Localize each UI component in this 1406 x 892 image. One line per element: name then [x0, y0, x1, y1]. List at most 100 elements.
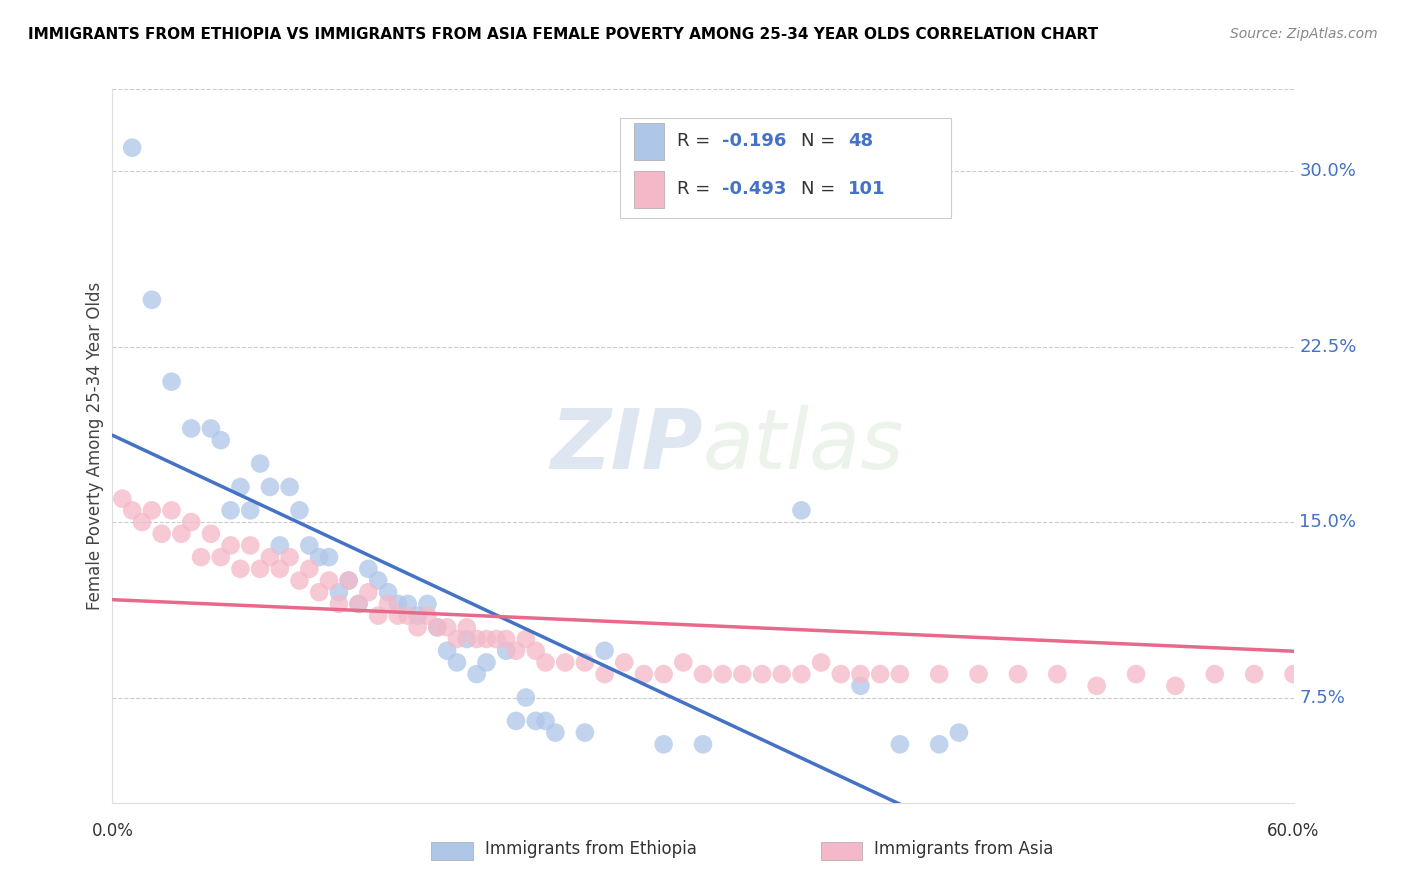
Point: [770, 667, 793, 681]
Point: [288, 574, 311, 588]
Point: [849, 667, 872, 681]
Point: [337, 574, 360, 588]
Point: [387, 597, 409, 611]
Point: [574, 656, 596, 670]
Point: [347, 597, 370, 611]
Point: [544, 725, 567, 739]
Point: [160, 375, 183, 389]
Point: [1046, 667, 1069, 681]
Point: [406, 620, 429, 634]
Text: N =: N =: [801, 132, 841, 150]
Text: IMMIGRANTS FROM ETHIOPIA VS IMMIGRANTS FROM ASIA FEMALE POVERTY AMONG 25-34 YEAR: IMMIGRANTS FROM ETHIOPIA VS IMMIGRANTS F…: [28, 27, 1098, 42]
Point: [141, 503, 163, 517]
Point: [554, 656, 576, 670]
Text: Immigrants from Asia: Immigrants from Asia: [875, 840, 1053, 858]
Text: 48: 48: [848, 132, 873, 150]
Y-axis label: Female Poverty Among 25-34 Year Olds: Female Poverty Among 25-34 Year Olds: [86, 282, 104, 610]
Point: [170, 526, 193, 541]
Point: [692, 667, 714, 681]
Point: [347, 597, 370, 611]
Point: [357, 585, 380, 599]
Point: [692, 737, 714, 751]
Text: 30.0%: 30.0%: [1299, 162, 1357, 180]
Point: [928, 667, 950, 681]
Point: [436, 620, 458, 634]
FancyBboxPatch shape: [620, 118, 950, 218]
Point: [495, 644, 517, 658]
Point: [1085, 679, 1108, 693]
FancyBboxPatch shape: [634, 170, 664, 208]
Point: [456, 620, 478, 634]
Point: [308, 550, 330, 565]
Point: [810, 656, 832, 670]
Point: [229, 562, 252, 576]
Point: [249, 457, 271, 471]
Point: [1204, 667, 1226, 681]
Point: [1164, 679, 1187, 693]
Point: [515, 632, 537, 646]
Point: [239, 538, 262, 552]
Point: [288, 503, 311, 517]
Point: [465, 632, 488, 646]
Point: [328, 597, 350, 611]
Point: [298, 562, 321, 576]
Point: [485, 632, 508, 646]
Text: 60.0%: 60.0%: [1267, 822, 1320, 839]
Point: [180, 421, 202, 435]
Point: [416, 608, 439, 623]
Point: [790, 503, 813, 517]
Point: [515, 690, 537, 705]
Point: [357, 562, 380, 576]
Point: [200, 526, 222, 541]
Point: [416, 597, 439, 611]
Point: [613, 656, 636, 670]
Point: [731, 667, 754, 681]
Point: [593, 644, 616, 658]
Point: [160, 503, 183, 517]
Point: [131, 515, 153, 529]
Point: [396, 597, 419, 611]
Text: 0.0%: 0.0%: [91, 822, 134, 839]
Point: [672, 656, 695, 670]
Point: [505, 644, 527, 658]
Point: [269, 562, 291, 576]
Text: R =: R =: [678, 180, 716, 198]
Point: [406, 608, 429, 623]
Text: -0.196: -0.196: [721, 132, 786, 150]
Text: 101: 101: [848, 180, 886, 198]
FancyBboxPatch shape: [432, 842, 472, 860]
Point: [219, 538, 242, 552]
Point: [475, 632, 498, 646]
Text: 7.5%: 7.5%: [1299, 689, 1346, 706]
Point: [1007, 667, 1029, 681]
Point: [377, 597, 399, 611]
Point: [328, 585, 350, 599]
Point: [298, 538, 321, 552]
Point: [524, 714, 547, 728]
Point: [229, 480, 252, 494]
Text: Source: ZipAtlas.com: Source: ZipAtlas.com: [1230, 27, 1378, 41]
Point: [889, 667, 911, 681]
Point: [869, 667, 891, 681]
Point: [652, 737, 675, 751]
Point: [652, 667, 675, 681]
Point: [239, 503, 262, 517]
Point: [111, 491, 134, 506]
Point: [790, 667, 813, 681]
Point: [396, 608, 419, 623]
Point: [200, 421, 222, 435]
Point: [318, 550, 340, 565]
Point: [426, 620, 449, 634]
Point: [633, 667, 655, 681]
Point: [367, 574, 389, 588]
Point: [150, 526, 173, 541]
Point: [574, 725, 596, 739]
Text: N =: N =: [801, 180, 841, 198]
Point: [377, 585, 399, 599]
Point: [1125, 667, 1147, 681]
Point: [495, 632, 517, 646]
Point: [269, 538, 291, 552]
Point: [711, 667, 734, 681]
Point: [534, 714, 557, 728]
Text: -0.493: -0.493: [721, 180, 786, 198]
